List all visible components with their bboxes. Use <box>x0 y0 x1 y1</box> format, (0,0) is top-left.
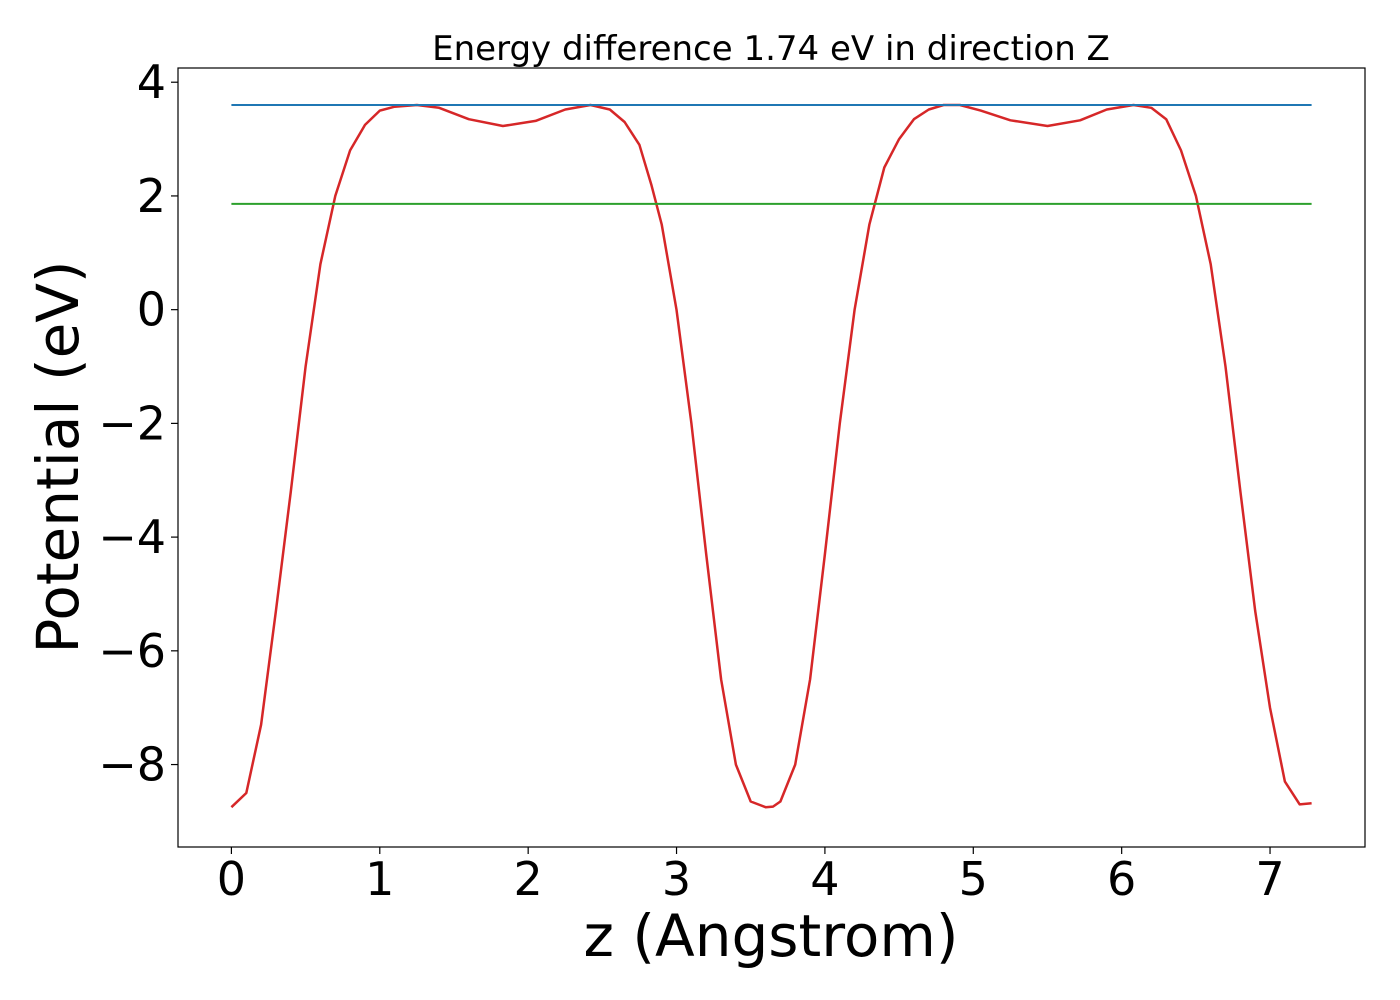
y-tick-label: −2 <box>98 396 166 450</box>
series-line-0 <box>230 103 1312 809</box>
y-tick-label: −8 <box>98 738 166 792</box>
plot-frame <box>177 67 1366 848</box>
x-tick-label: 7 <box>1255 852 1284 906</box>
x-tick-label: 3 <box>662 852 691 906</box>
y-tick-label: 4 <box>137 55 166 109</box>
y-axis-label: Potential (eV) <box>24 260 92 653</box>
x-axis-label: z (Angstrom) <box>584 902 959 970</box>
x-tick-label: 1 <box>365 852 394 906</box>
x-tick-label: 5 <box>959 852 988 906</box>
plot-lines <box>230 103 1312 809</box>
x-tick-label: 4 <box>810 852 839 906</box>
x-tick-label: 6 <box>1107 852 1136 906</box>
chart-title: Energy difference 1.74 eV in direction Z <box>432 29 1110 69</box>
y-tick-label: −4 <box>98 510 166 564</box>
x-axis-ticks: 0 1 2 3 4 5 6 7 <box>217 847 1285 906</box>
y-tick-label: 0 <box>137 283 166 337</box>
y-tick-label: −6 <box>98 624 166 678</box>
x-tick-label: 2 <box>514 852 543 906</box>
y-tick-label: 2 <box>137 169 166 223</box>
x-tick-label: 0 <box>217 852 246 906</box>
y-axis-ticks: −8 −6 −4 −2 0 2 4 <box>98 55 178 792</box>
